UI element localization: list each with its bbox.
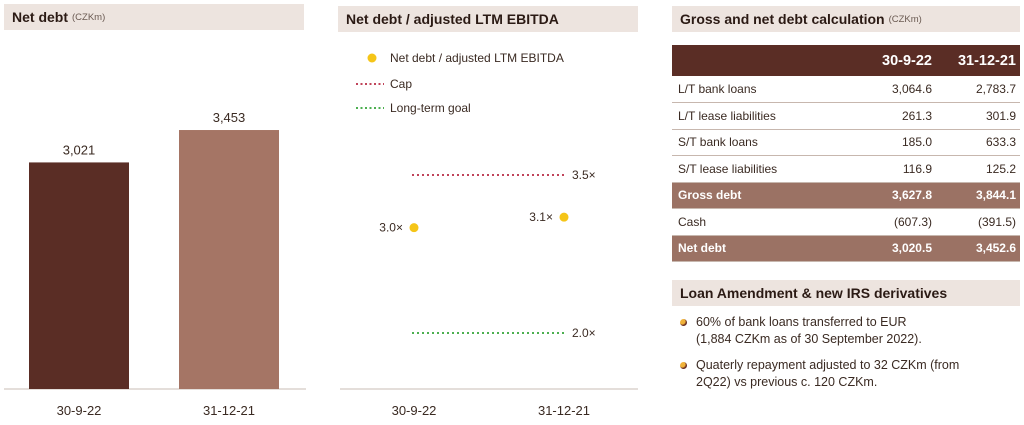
- cell-30-9-22: 116.9: [902, 161, 932, 176]
- table-header-col2: 31-12-21: [936, 45, 1020, 76]
- cell-31-12-21: (391.5): [977, 214, 1016, 229]
- bar-31-12-21: [179, 130, 279, 389]
- label: S/T bank loans: [678, 135, 758, 150]
- net-debt-title: Net debt (CZKm): [4, 4, 304, 30]
- bullet-item: Quaterly repayment adjusted to 32 CZKm (…: [676, 357, 1020, 391]
- table-header-row: 30-9-22 31-12-21: [672, 45, 1020, 76]
- cell-30-9-22: 3,020.5: [891, 241, 932, 256]
- table-row: L/T bank loans 3,064.6 2,783.7: [672, 76, 1020, 103]
- ratio-title-text: Net debt / adjusted LTM EBITDA: [346, 11, 559, 27]
- bullet-icon: [680, 362, 687, 369]
- legend-label-long-term-goal: Long-term goal: [390, 101, 471, 115]
- legend-label-ratio: Net debt / adjusted LTM EBITDA: [390, 51, 564, 65]
- bullet-icon: [680, 319, 687, 326]
- bar-30-9-22: [29, 162, 129, 389]
- data-point-30-9-22: [409, 223, 419, 233]
- ratio-chart: Net debt / adjusted LTM EBITDA Cap Long-te…: [340, 51, 638, 418]
- cell-30-9-22: 3,627.8: [891, 188, 932, 203]
- table-row: Cash (607.3) (391.5): [672, 209, 1020, 235]
- data-point-label: 3.0×: [379, 221, 403, 235]
- bullet-item: 60% of bank loans transferred to EUR (1,8…: [676, 314, 1020, 348]
- table-header-col1: 30-9-22: [852, 45, 936, 76]
- bullet-text-line: 60% of bank loans transferred to EUR: [696, 315, 907, 329]
- reference-line-label: 2.0×: [572, 326, 596, 340]
- calc-title-text: Gross and net debt calculation: [680, 11, 885, 27]
- net-debt-unit: (CZKm): [72, 11, 106, 23]
- bullet-text-line: 2Q22) vs previous c. 120 CZKm.: [696, 375, 878, 389]
- cell-30-9-22: 261.3: [901, 108, 932, 123]
- data-point-31-12-21: [559, 212, 569, 222]
- label: L/T bank loans: [678, 82, 757, 96]
- x-tick-label: 30-9-22: [57, 403, 102, 418]
- cell-31-12-21: 301.9: [985, 108, 1016, 123]
- bar-value-label: 3,021: [63, 142, 96, 157]
- table-header-label: [672, 45, 852, 76]
- bullet-text-line: (1,884 CZKm as of 30 September 2022).: [696, 332, 922, 346]
- loan-title-text: Loan Amendment & new IRS derivatives: [680, 285, 948, 301]
- calc-title: Gross and net debt calculation (CZKm): [672, 6, 1020, 32]
- debt-table: 30-9-22 31-12-21 L/T bank loans 3,064.6 2,…: [672, 45, 1020, 262]
- cell-31-12-21: 3,452.6: [975, 241, 1016, 256]
- cell-30-9-22: 3,064.6: [891, 82, 932, 96]
- x-tick-label: 31-12-21: [203, 403, 255, 418]
- bullet-text-line: Quaterly repayment adjusted to 32 CZKm (…: [696, 358, 960, 372]
- label: L/T lease liabilities: [678, 108, 776, 123]
- table-row: S/T lease liabilities 116.9 125.2: [672, 156, 1020, 182]
- calc-unit: (CZKm): [888, 13, 922, 25]
- x-tick-label: 30-9-22: [392, 403, 437, 418]
- table-row: L/T lease liabilities 261.3 301.9: [672, 103, 1020, 129]
- loan-bullets: 60% of bank loans transferred to EUR (1,8…: [676, 314, 1020, 400]
- data-point-label: 3.1×: [529, 210, 553, 224]
- label: Cash: [678, 214, 707, 229]
- table-row: Net debt 3,020.5 3,452.6: [672, 235, 1020, 262]
- bar-value-label: 3,453: [213, 110, 246, 125]
- label: Net debt: [678, 241, 726, 256]
- table-row: S/T bank loans 185.0 633.3: [672, 129, 1020, 156]
- ratio-title: Net debt / adjusted LTM EBITDA: [338, 6, 638, 32]
- label: S/T lease liabilities: [678, 161, 778, 176]
- loan-title: Loan Amendment & new IRS derivatives: [672, 280, 1020, 306]
- cell-31-12-21: 2,783.7: [975, 82, 1016, 96]
- cell-31-12-21: 633.3: [985, 135, 1016, 150]
- label: Gross debt: [678, 188, 742, 203]
- table-row: Gross debt 3,627.8 3,844.1: [672, 182, 1020, 209]
- cell-31-12-21: 3,844.1: [975, 188, 1016, 203]
- reference-line-label: 3.5×: [572, 168, 596, 182]
- legend-marker-ratio: [367, 53, 377, 63]
- cell-30-9-22: (607.3): [893, 214, 932, 229]
- cell-30-9-22: 185.0: [901, 135, 932, 150]
- legend-label-cap: Cap: [390, 77, 412, 91]
- net-debt-bar-chart: 3,021 30-9-22 3,453 31-12-21: [4, 110, 306, 418]
- net-debt-title-text: Net debt: [12, 9, 68, 25]
- x-tick-label: 31-12-21: [538, 403, 590, 418]
- cell-31-12-21: 125.2: [985, 161, 1016, 176]
